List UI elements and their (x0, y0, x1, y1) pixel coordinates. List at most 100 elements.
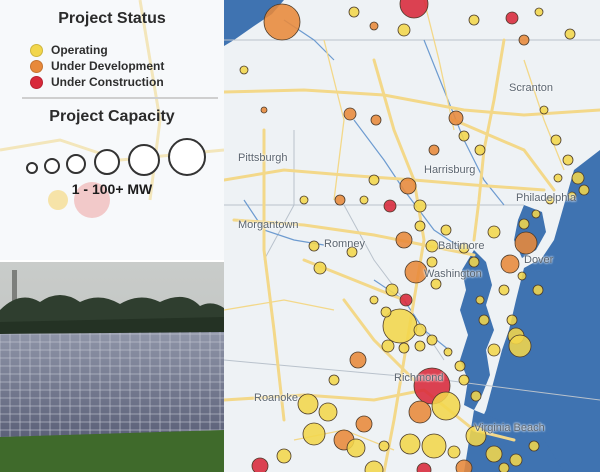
project-marker[interactable] (408, 400, 432, 424)
project-marker[interactable] (458, 374, 470, 386)
project-marker[interactable] (425, 239, 439, 253)
capacity-circle-icon (128, 144, 160, 176)
project-marker[interactable] (485, 445, 503, 463)
project-marker[interactable] (506, 314, 518, 326)
project-marker[interactable] (532, 284, 544, 296)
project-marker[interactable] (440, 224, 452, 236)
project-marker[interactable] (539, 105, 549, 115)
project-marker[interactable] (431, 391, 461, 421)
project-marker[interactable] (239, 65, 249, 75)
project-marker[interactable] (448, 110, 464, 126)
project-marker[interactable] (518, 218, 530, 230)
project-marker[interactable] (368, 174, 380, 186)
project-marker[interactable] (334, 194, 346, 206)
project-marker[interactable] (553, 173, 563, 183)
project-marker[interactable] (413, 199, 427, 213)
capacity-circle-small-icon (26, 162, 38, 174)
project-marker[interactable] (385, 283, 399, 297)
project-marker[interactable] (518, 34, 530, 46)
project-marker[interactable] (364, 460, 384, 472)
project-marker[interactable] (313, 261, 327, 275)
project-marker[interactable] (528, 440, 540, 452)
project-markers[interactable] (239, 0, 590, 472)
project-marker[interactable] (430, 278, 442, 290)
project-marker[interactable] (454, 360, 466, 372)
project-marker[interactable] (378, 440, 390, 452)
project-marker[interactable] (348, 6, 360, 18)
project-marker[interactable] (500, 254, 520, 274)
project-marker[interactable] (297, 393, 319, 415)
project-map[interactable]: Pittsburgh Harrisburg Philadelphia Scran… (224, 0, 600, 472)
project-marker[interactable] (514, 231, 538, 255)
project-marker[interactable] (498, 462, 510, 472)
project-marker[interactable] (383, 199, 397, 213)
project-marker[interactable] (564, 28, 576, 40)
project-marker[interactable] (428, 144, 440, 156)
project-marker[interactable] (380, 306, 392, 318)
project-marker[interactable] (508, 334, 532, 358)
project-marker[interactable] (399, 293, 413, 307)
project-marker[interactable] (475, 295, 485, 305)
project-marker[interactable] (263, 3, 301, 41)
project-marker[interactable] (534, 7, 544, 17)
project-marker[interactable] (251, 457, 269, 472)
project-marker[interactable] (398, 342, 410, 354)
project-marker[interactable] (397, 23, 411, 37)
project-marker[interactable] (343, 107, 357, 121)
project-marker[interactable] (478, 314, 490, 326)
project-marker[interactable] (578, 184, 590, 196)
project-marker[interactable] (355, 415, 373, 433)
project-marker[interactable] (571, 171, 585, 185)
project-marker[interactable] (505, 11, 519, 25)
map-canvas[interactable] (224, 0, 600, 472)
project-marker[interactable] (413, 323, 427, 337)
project-marker[interactable] (458, 242, 470, 254)
project-marker[interactable] (346, 246, 358, 258)
legend-item-label: Under Development (51, 59, 165, 73)
project-marker[interactable] (468, 256, 480, 268)
project-marker[interactable] (531, 209, 541, 219)
project-marker[interactable] (487, 225, 501, 239)
project-marker[interactable] (395, 231, 413, 249)
project-marker[interactable] (359, 195, 369, 205)
project-marker[interactable] (414, 220, 426, 232)
project-marker[interactable] (458, 130, 470, 142)
project-marker[interactable] (381, 339, 395, 353)
project-marker[interactable] (468, 14, 480, 26)
project-marker[interactable] (276, 448, 292, 464)
project-marker[interactable] (562, 154, 574, 166)
project-marker[interactable] (318, 402, 338, 422)
project-marker[interactable] (414, 340, 426, 352)
project-marker[interactable] (426, 334, 438, 346)
project-marker[interactable] (370, 114, 382, 126)
project-marker[interactable] (567, 191, 577, 201)
project-marker[interactable] (498, 284, 510, 296)
project-marker[interactable] (416, 462, 432, 472)
project-marker[interactable] (487, 343, 501, 357)
project-marker[interactable] (447, 445, 461, 459)
project-marker[interactable] (455, 459, 473, 472)
project-marker[interactable] (509, 453, 523, 467)
project-marker[interactable] (426, 256, 438, 268)
project-marker[interactable] (443, 347, 453, 357)
project-marker[interactable] (369, 295, 379, 305)
project-marker[interactable] (421, 433, 447, 459)
project-marker[interactable] (260, 106, 268, 114)
project-marker[interactable] (474, 144, 486, 156)
project-marker[interactable] (517, 271, 527, 281)
project-marker[interactable] (299, 195, 309, 205)
project-marker[interactable] (302, 422, 326, 446)
project-marker[interactable] (399, 433, 421, 455)
project-marker[interactable] (470, 390, 482, 402)
project-marker[interactable] (308, 240, 320, 252)
project-marker[interactable] (550, 134, 562, 146)
project-marker[interactable] (404, 260, 428, 284)
project-marker[interactable] (399, 0, 429, 19)
project-marker[interactable] (545, 195, 555, 205)
project-marker[interactable] (328, 374, 340, 386)
project-marker[interactable] (399, 177, 417, 195)
project-marker[interactable] (465, 425, 487, 447)
project-marker[interactable] (369, 21, 379, 31)
project-marker[interactable] (346, 438, 366, 458)
project-marker[interactable] (349, 351, 367, 369)
